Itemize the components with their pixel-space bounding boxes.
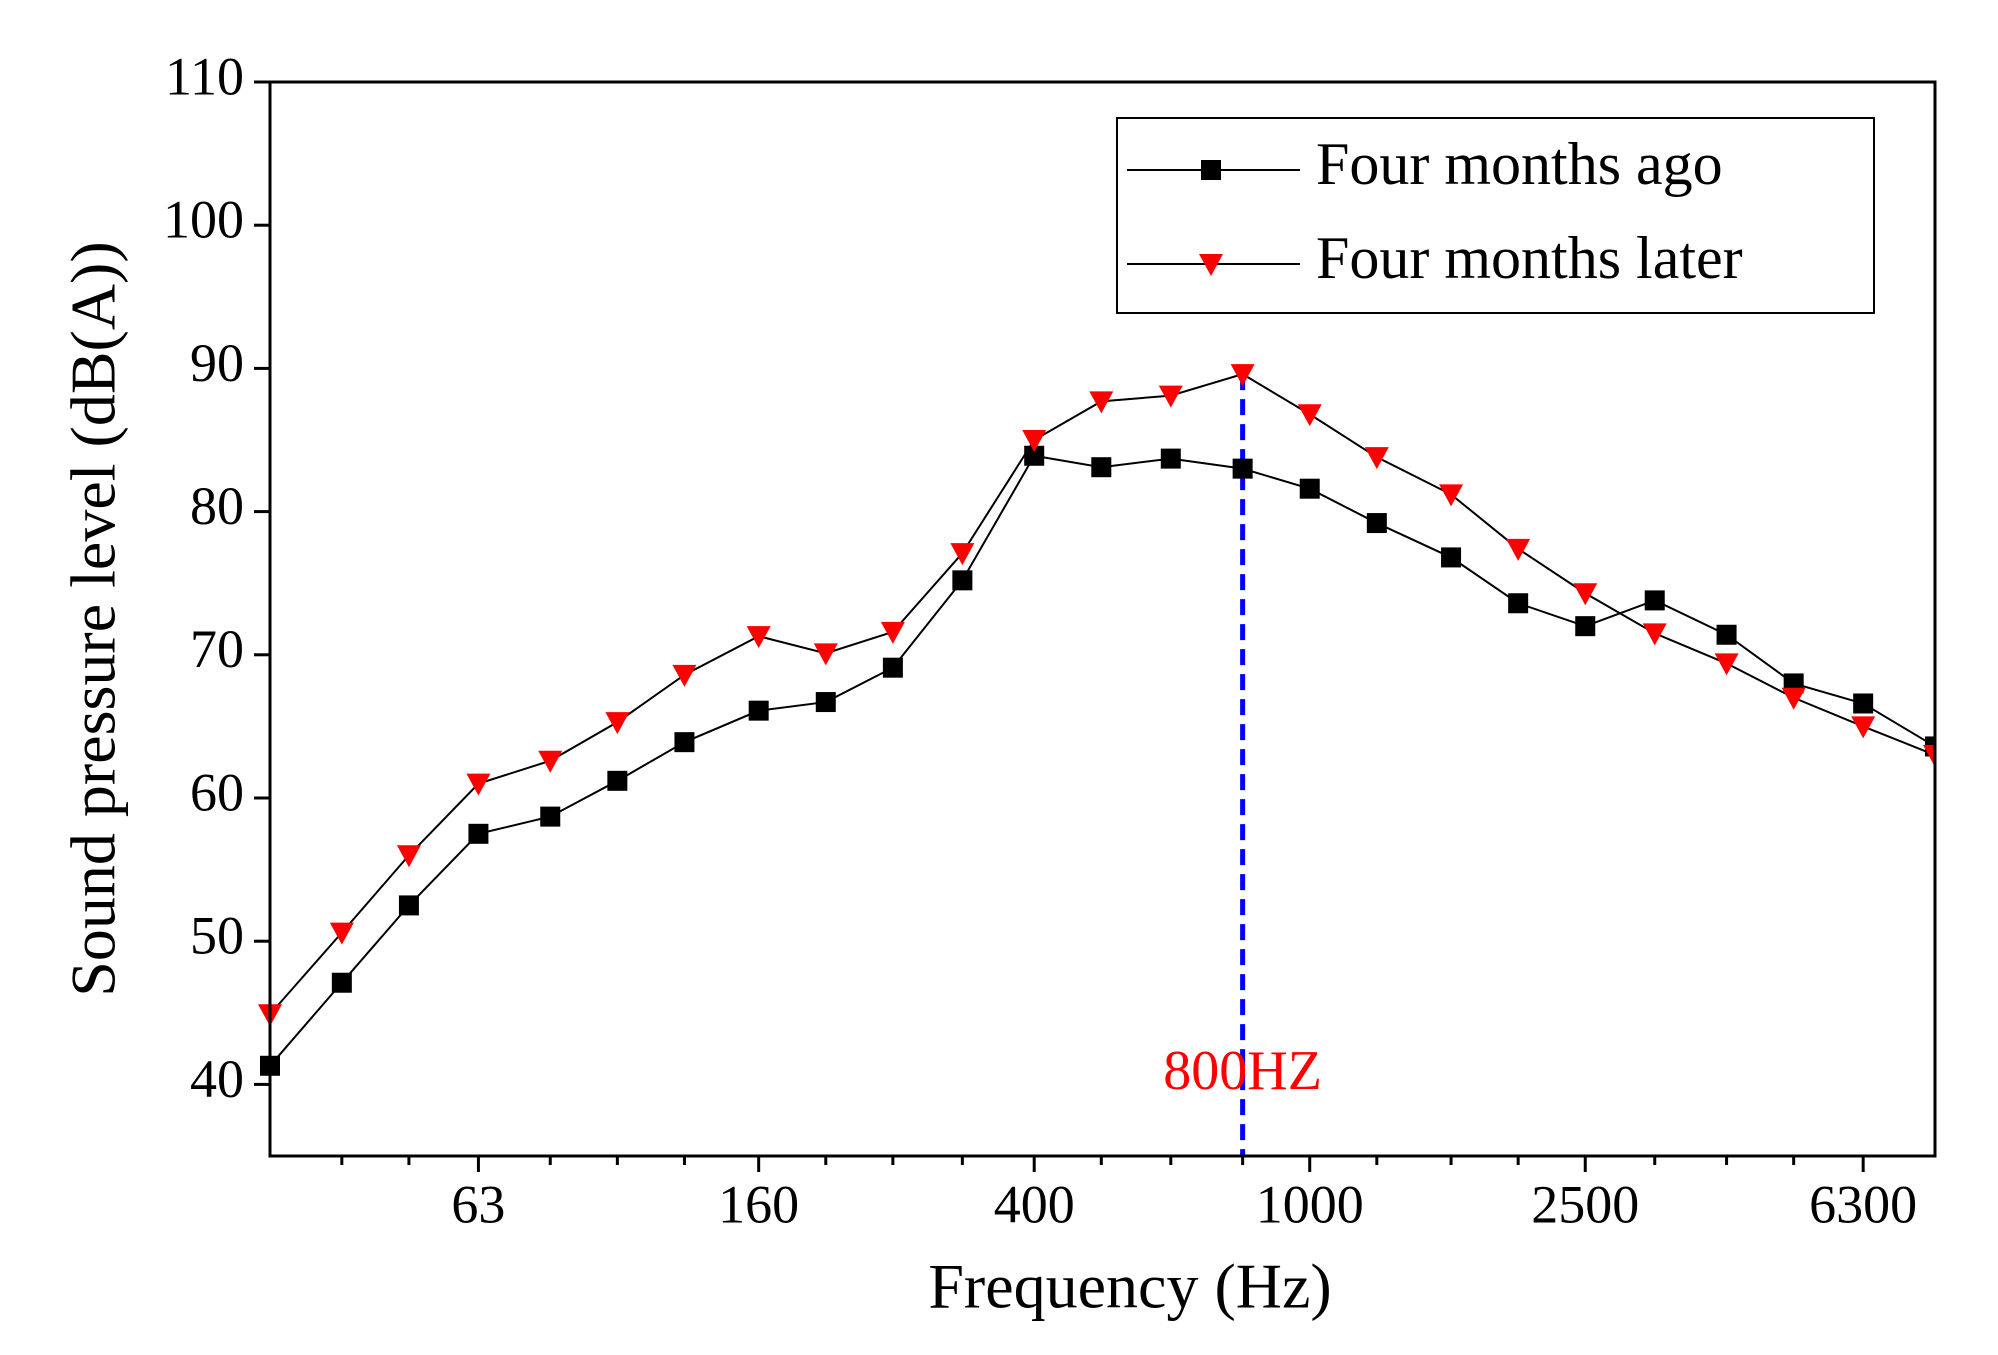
- marker: [1642, 623, 1667, 646]
- marker: [1853, 693, 1874, 714]
- marker: [1364, 447, 1389, 470]
- marker: [1024, 445, 1045, 466]
- marker: [1091, 457, 1112, 478]
- marker: [331, 972, 352, 993]
- marker: [1781, 687, 1806, 710]
- marker: [1573, 583, 1598, 606]
- marker: [1506, 538, 1531, 561]
- marker: [950, 543, 975, 566]
- marker: [1508, 593, 1529, 614]
- marker: [674, 732, 695, 753]
- legend-label: Four months ago: [1316, 131, 1723, 197]
- marker: [880, 621, 905, 644]
- marker: [748, 700, 769, 721]
- legend-marker: [1201, 160, 1221, 180]
- marker: [1022, 430, 1047, 452]
- marker: [1299, 478, 1320, 499]
- marker: [398, 895, 419, 916]
- y-tick-label: 100: [163, 190, 244, 250]
- marker: [1230, 364, 1255, 387]
- legend-label: Four months later: [1316, 225, 1743, 291]
- marker: [468, 823, 489, 844]
- y-tick-label: 70: [190, 619, 244, 679]
- marker: [672, 664, 697, 687]
- marker: [746, 626, 771, 649]
- y-axis-label: Sound pressure level (dB(A)): [58, 241, 129, 996]
- marker: [1714, 653, 1739, 676]
- marker: [1441, 547, 1462, 568]
- marker: [1851, 716, 1876, 739]
- marker: [1160, 448, 1181, 469]
- marker: [813, 643, 838, 666]
- marker: [1232, 458, 1253, 479]
- marker: [1923, 745, 1935, 768]
- annotation: 800HZ: [1163, 1040, 1322, 1102]
- marker: [952, 570, 973, 591]
- marker: [1366, 513, 1387, 534]
- legend-box: [1116, 117, 1875, 314]
- y-tick-label: 50: [190, 906, 244, 966]
- marker: [607, 770, 628, 791]
- x-tick-label: 63: [451, 1174, 505, 1234]
- marker: [538, 750, 563, 773]
- marker: [1297, 404, 1322, 427]
- marker: [882, 657, 903, 678]
- series-line: [269, 454, 1935, 1067]
- x-tick-label: 400: [994, 1174, 1075, 1234]
- x-axis-label: Frequency (Hz): [928, 1251, 1331, 1322]
- marker: [1439, 484, 1464, 507]
- marker: [815, 692, 836, 713]
- marker: [329, 922, 354, 945]
- x-tick-label: 2500: [1531, 1174, 1639, 1234]
- marker: [605, 712, 630, 735]
- y-tick-label: 60: [190, 762, 244, 822]
- y-tick-label: 40: [190, 1049, 244, 1109]
- x-tick-label: 6300: [1809, 1174, 1917, 1234]
- x-tick-label: 160: [718, 1174, 799, 1234]
- y-tick-label: 90: [190, 333, 244, 393]
- marker: [1716, 624, 1737, 645]
- y-tick-label: 110: [165, 46, 244, 106]
- legend-marker: [1199, 254, 1223, 276]
- marker: [1089, 391, 1114, 414]
- y-tick-label: 80: [190, 476, 244, 536]
- plot-frame: [268, 80, 1937, 1158]
- marker: [540, 806, 561, 827]
- marker: [1575, 616, 1596, 637]
- marker: [466, 773, 491, 796]
- x-tick-label: 1000: [1256, 1174, 1364, 1234]
- marker: [1158, 385, 1183, 408]
- marker: [1644, 590, 1665, 611]
- marker: [396, 845, 421, 868]
